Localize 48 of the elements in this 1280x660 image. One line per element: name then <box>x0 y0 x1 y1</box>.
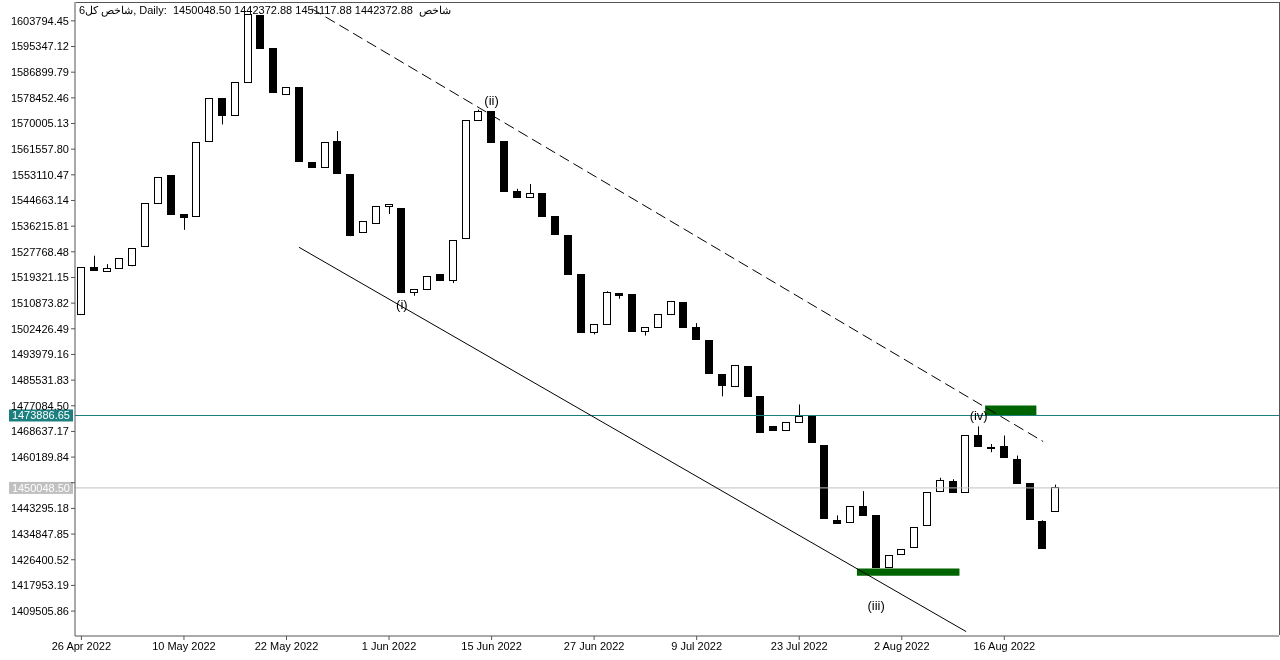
y-tick-label: 1434847.85 <box>10 527 69 540</box>
y-tick-label: 1468637.17 <box>10 425 69 438</box>
y-tick-label: 1603794.45 <box>10 14 69 27</box>
x-tick-label: 23 Jul 2022 <box>770 639 828 652</box>
y-tick-label: 1570005.13 <box>10 117 69 130</box>
candlestick <box>974 425 982 447</box>
candlestick <box>859 490 867 516</box>
annotation: (iii) <box>867 597 885 613</box>
y-tick-label: 1553110.47 <box>11 168 69 181</box>
y-tick-label: 1586899.79 <box>10 66 69 79</box>
y-tick-label: 1426400.52 <box>10 553 69 566</box>
candlestick <box>1013 455 1021 484</box>
x-tick-label: 15 Jun 2022 <box>461 639 522 652</box>
y-tick-label: 1536215.81 <box>10 220 69 233</box>
candlestick <box>731 365 739 388</box>
ref-line-label: 1450048.50 <box>11 481 70 494</box>
y-tick-label: 1443295.18 <box>10 502 69 515</box>
y-tick-label: 1595347.12 <box>10 40 69 53</box>
candlestick <box>1000 435 1008 459</box>
y-tick-label: 1544663.14 <box>10 194 69 207</box>
candlestick <box>218 98 226 125</box>
x-tick-label: 16 Aug 2022 <box>973 639 1036 652</box>
x-tick-label: 22 May 2022 <box>254 639 319 652</box>
candlestick <box>538 192 546 217</box>
candlestick <box>1051 484 1059 512</box>
ref-line-label: 1473886.65 <box>11 409 70 422</box>
candlestick <box>910 527 918 549</box>
y-tick-label: 1510873.82 <box>10 297 69 310</box>
y-tick-label: 1409505.86 <box>10 604 69 617</box>
x-tick-label: 9 Jul 2022 <box>671 639 723 652</box>
y-tick-label: 1527768.48 <box>10 245 69 258</box>
y-tick-label: 1417953.19 <box>10 579 69 592</box>
y-tick-label: 1485531.83 <box>10 374 69 387</box>
x-tick-label: 26 Apr 2022 <box>51 639 112 652</box>
x-tick-label: 1 Jun 2022 <box>361 639 417 652</box>
chart-title: شاخص کل6, Daily: 1450048.50 1442372.88 1451117.88 1442372.88 شاخص <box>79 4 452 17</box>
candlestick <box>718 373 726 397</box>
y-tick-label: 1460189.84 <box>10 451 69 464</box>
annotation: (ii) <box>484 92 499 108</box>
x-tick-label: 2 Aug 2022 <box>873 639 930 652</box>
x-tick-label: 10 May 2022 <box>152 639 216 652</box>
y-tick-label: 1519321.15 <box>10 271 69 284</box>
y-tick-label: 1578452.46 <box>10 91 69 104</box>
y-tick-label: 1561557.80 <box>10 143 69 156</box>
x-tick-label: 27 Jun 2022 <box>563 639 625 652</box>
y-tick-label: 1502426.49 <box>10 322 69 335</box>
y-tick-label: 1493979.16 <box>10 348 69 361</box>
y-tick-label: 1477084.50 <box>10 399 69 412</box>
